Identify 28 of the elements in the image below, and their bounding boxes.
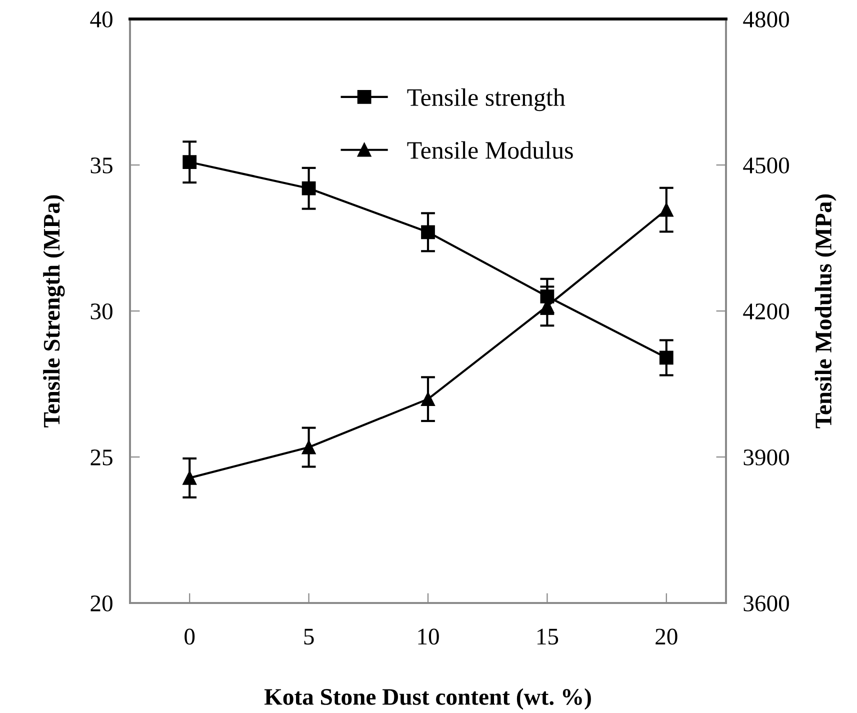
legend-label: Tensile strength (407, 88, 566, 112)
point (421, 225, 435, 240)
y2-tick-label: 4800 (743, 11, 789, 28)
y-tick-label: 25 (90, 450, 112, 466)
point (302, 181, 316, 196)
point (302, 440, 316, 454)
y-tick-label: 20 (90, 595, 112, 612)
y2-tick-label: 4500 (743, 157, 789, 174)
point (421, 392, 435, 406)
y2-tick-label: 4200 (743, 303, 789, 320)
x-tick-label: 5 (304, 628, 314, 645)
point (182, 470, 197, 485)
legend-label: Tensile Modulus (407, 141, 573, 159)
y2-tick-label: 3600 (744, 595, 789, 612)
y-tick-label: 35 (90, 158, 112, 174)
point (659, 202, 674, 217)
y-tick-label: 30 (90, 303, 112, 320)
point (659, 350, 674, 365)
x-tick-label: 0 (184, 628, 195, 645)
y2-tick-label: 3900 (744, 449, 789, 466)
y-tick-label: 40 (90, 11, 112, 28)
x-tick-label: 20 (656, 628, 678, 645)
y2-axis-title: Tensile Modulus (MPa) (814, 194, 836, 428)
x-axis-title: Kota Stone Dust content (wt. %) (264, 688, 591, 710)
point (182, 155, 197, 170)
x-tick-label: 10 (418, 628, 439, 645)
x-tick-label: 15 (537, 628, 558, 645)
y-axis-title: Tensile Strength (MPa) (43, 195, 65, 428)
